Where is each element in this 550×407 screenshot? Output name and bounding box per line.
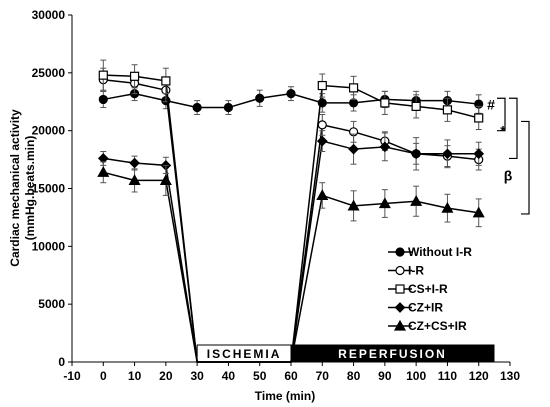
data-point [378, 197, 391, 209]
data-point [255, 93, 265, 103]
series-i-r [98, 67, 484, 363]
legend-label: I-R [408, 264, 424, 278]
x-tick-label: 30 [190, 369, 204, 383]
data-point [317, 80, 327, 91]
legend-label: CZ+CS+IR [408, 319, 467, 333]
data-point [442, 105, 453, 115]
legend-marker [395, 247, 405, 257]
x-tick-label: 70 [316, 369, 330, 383]
legend-marker [395, 284, 405, 294]
data-point [411, 101, 421, 111]
legend-marker [393, 319, 407, 331]
bracket-line [509, 97, 518, 160]
legend-label: Without I-R [408, 245, 472, 259]
phase-bar-reperfusion [290, 344, 495, 363]
data-point [192, 102, 202, 113]
data-point [348, 98, 359, 108]
x-tick-label: 50 [253, 369, 267, 383]
data-point [348, 83, 359, 93]
x-tick-label: 100 [406, 369, 426, 383]
series-without-i-r [98, 86, 484, 115]
legend-label: CS+I-R [408, 282, 448, 296]
phase-label-reperfusion: REPERFUSION [338, 347, 447, 361]
x-tick-label: -10 [63, 369, 81, 383]
x-tick-label: 110 [438, 369, 458, 383]
data-point [98, 70, 108, 80]
data-point [316, 135, 328, 147]
bracket-1: * [500, 97, 518, 160]
legend-marker [395, 265, 405, 276]
y-tick-label: 0 [58, 355, 65, 369]
x-tick-label: 60 [284, 369, 298, 383]
data-point [348, 143, 359, 155]
legend-item: Without I-R [388, 245, 472, 259]
legend-label: CZ+IR [408, 301, 443, 315]
phase-bars: ISCHEMIA REPERFUSION [196, 344, 495, 363]
significance-label: β [504, 168, 513, 184]
data-point [159, 174, 172, 186]
data-point [442, 148, 453, 160]
data-point [472, 206, 485, 218]
x-tick-label: 130 [500, 369, 520, 383]
data-point [380, 98, 390, 108]
x-tick-label: 80 [347, 369, 361, 383]
y-axis-title-line-1: Cardiac mechanical activity [8, 109, 22, 267]
x-tick-label: 40 [222, 369, 236, 383]
data-point [129, 71, 140, 81]
significance-label: # [487, 96, 495, 112]
x-tick-label: 10 [128, 369, 142, 383]
x-axis-title: Time (min) [255, 389, 315, 403]
data-point [317, 120, 327, 130]
y-tick-label: 30000 [32, 8, 66, 22]
data-point [441, 201, 454, 213]
data-point [316, 189, 329, 201]
y-tick-label: 25000 [32, 66, 66, 80]
legend-item: I-R [388, 264, 424, 278]
x-tick-label: 90 [378, 369, 392, 383]
data-point [161, 76, 171, 86]
series-cs-i-r [98, 59, 484, 363]
data-point [97, 166, 110, 177]
y-tick-label: 10000 [32, 239, 66, 253]
legend: Without I-R I-R CS+I-R CZ+IR CZ+CS+IR [388, 245, 472, 333]
data-point [98, 94, 108, 105]
phase-label-ischemia: ISCHEMIA [207, 347, 282, 361]
y-axis-title-line-2: (mmHg.beats.min) [23, 136, 37, 241]
data-point [128, 174, 141, 186]
x-tick-label: 20 [159, 369, 173, 383]
legend-marker [394, 302, 406, 313]
x-tick-label: 0 [100, 369, 107, 383]
significance-brackets: # * β [487, 96, 530, 215]
plot-area [97, 59, 485, 363]
significance-label: * [500, 122, 506, 138]
data-point [474, 113, 484, 123]
bracket-line [497, 97, 506, 132]
data-point [410, 148, 422, 160]
series-cz-cs-ir [97, 161, 485, 363]
y-tick-label: 20000 [32, 124, 66, 138]
legend-item: CZ+CS+IR [388, 319, 467, 333]
bracket-line [521, 120, 530, 215]
data-point [473, 148, 485, 160]
data-point [129, 157, 140, 169]
data-point [410, 194, 423, 206]
legend-item: CZ+IR [388, 301, 443, 315]
y-tick-label: 15000 [32, 182, 66, 196]
bracket-2: β [504, 120, 530, 215]
data-point [379, 141, 391, 153]
legend-item: CS+I-R [388, 282, 448, 296]
y-tick-label: 5000 [38, 297, 65, 311]
bracket-0: # [487, 96, 506, 132]
series-cz-ir [97, 130, 485, 363]
data-point [286, 89, 296, 99]
x-tick-label: 120 [469, 369, 489, 383]
data-point [347, 199, 360, 211]
data-point [223, 102, 234, 113]
